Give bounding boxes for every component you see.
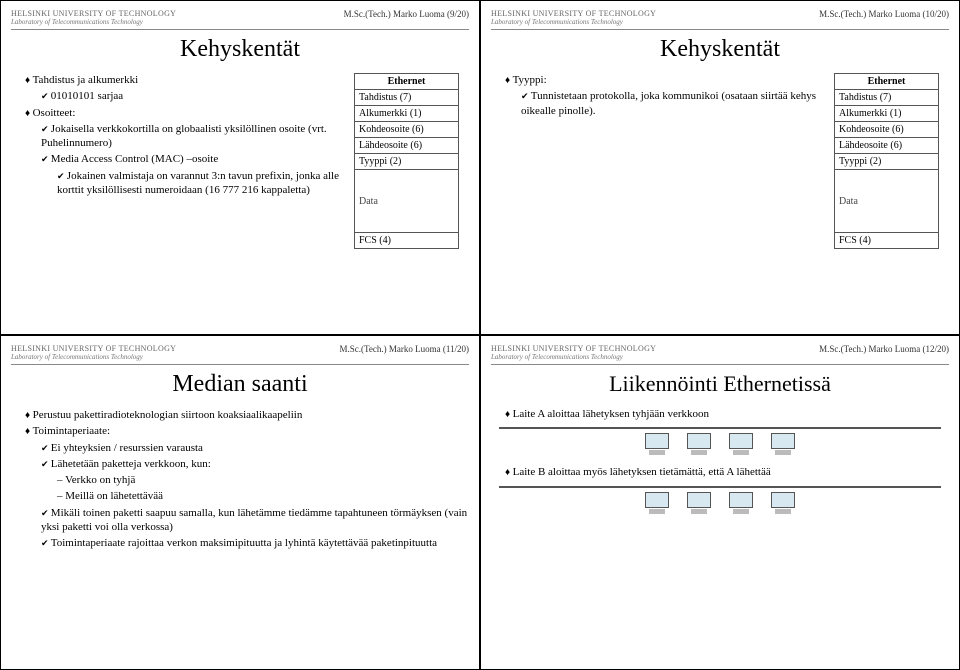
- slide-header: HELSINKI UNIVERSITY OF TECHNOLOGY Labora…: [491, 9, 949, 30]
- pc-icon: [645, 492, 669, 514]
- slide-11: HELSINKI UNIVERSITY OF TECHNOLOGY Labora…: [0, 335, 480, 670]
- bullet: Jokaisella verkkokortilla on globaalisti…: [25, 122, 346, 151]
- slide-title: Liikennöinti Ethernetissä: [491, 371, 949, 397]
- lab-name: Laboratory of Telecommunications Technol…: [491, 18, 656, 26]
- pc-icon: [729, 492, 753, 514]
- lab-name: Laboratory of Telecommunications Technol…: [11, 353, 176, 361]
- bullet: Laite B aloittaa myös lähetyksen tietämä…: [505, 465, 949, 479]
- slide-12: HELSINKI UNIVERSITY OF TECHNOLOGY Labora…: [480, 335, 960, 670]
- slide-10: HELSINKI UNIVERSITY OF TECHNOLOGY Labora…: [480, 0, 960, 335]
- bullet: Ei yhteyksien / resurssien varausta: [25, 441, 469, 455]
- university-name: HELSINKI UNIVERSITY OF TECHNOLOGY: [491, 344, 656, 353]
- pc-icon: [771, 433, 795, 455]
- network-diagram-a: [499, 427, 941, 455]
- pc-icon: [645, 433, 669, 455]
- bullet: Lähetetään paketteja verkkoon, kun:: [25, 457, 469, 471]
- tbl-footer: FCS (4): [355, 233, 459, 249]
- tbl-data: Data: [355, 170, 459, 233]
- tbl-row: Tahdistus (7): [355, 90, 459, 106]
- university-name: HELSINKI UNIVERSITY OF TECHNOLOGY: [11, 9, 176, 18]
- author: M.Sc.(Tech.) Marko Luoma: [819, 9, 920, 19]
- tbl-header: Ethernet: [835, 74, 939, 90]
- tbl-row: Tahdistus (7): [835, 90, 939, 106]
- slide-header: HELSINKI UNIVERSITY OF TECHNOLOGY Labora…: [11, 9, 469, 30]
- tbl-row: Kohdeosoite (6): [835, 122, 939, 138]
- author: M.Sc.(Tech.) Marko Luoma: [819, 344, 920, 354]
- slide-header: HELSINKI UNIVERSITY OF TECHNOLOGY Labora…: [11, 344, 469, 365]
- pc-icon: [687, 433, 711, 455]
- tbl-row: Lähdeosoite (6): [835, 138, 939, 154]
- bullet: Laite A aloittaa lähetyksen tyhjään verk…: [505, 407, 949, 421]
- slide-9: HELSINKI UNIVERSITY OF TECHNOLOGY Labora…: [0, 0, 480, 335]
- university-name: HELSINKI UNIVERSITY OF TECHNOLOGY: [491, 9, 656, 18]
- network-diagram-b: [499, 486, 941, 514]
- bullet: Osoitteet:: [25, 106, 346, 120]
- author: M.Sc.(Tech.) Marko Luoma: [344, 9, 445, 19]
- slide-header: HELSINKI UNIVERSITY OF TECHNOLOGY Labora…: [491, 344, 949, 365]
- pg: (12/20): [923, 344, 950, 354]
- bullet: Tahdistus ja alkumerkki: [25, 73, 346, 87]
- pg: (11/20): [443, 344, 469, 354]
- content: Perustuu pakettiradioteknologian siirtoo…: [11, 408, 469, 551]
- bullet: Tyyppi:: [505, 73, 826, 87]
- bullet: Perustuu pakettiradioteknologian siirtoo…: [25, 408, 469, 422]
- bullet: 01010101 sarjaa: [25, 89, 346, 103]
- pc-icon: [687, 492, 711, 514]
- bullet: Toimintaperiaate:: [25, 424, 469, 438]
- lab-name: Laboratory of Telecommunications Technol…: [491, 353, 656, 361]
- lab-name: Laboratory of Telecommunications Technol…: [11, 18, 176, 26]
- page-number: M.Sc.(Tech.) Marko Luoma (11/20): [339, 344, 469, 354]
- bullet: Verkko on tyhjä: [25, 473, 469, 487]
- pc-icon: [771, 492, 795, 514]
- page-number: M.Sc.(Tech.) Marko Luoma (9/20): [344, 9, 469, 19]
- frame-diagram: Ethernet Tahdistus (7) Alkumerkki (1) Ko…: [354, 73, 469, 249]
- pg: (9/20): [447, 9, 469, 19]
- slide-title: Kehyskentät: [491, 36, 949, 63]
- slide-grid: HELSINKI UNIVERSITY OF TECHNOLOGY Labora…: [0, 0, 960, 670]
- university-name: HELSINKI UNIVERSITY OF TECHNOLOGY: [11, 344, 176, 353]
- tbl-footer: FCS (4): [835, 233, 939, 249]
- bullet: Tunnistetaan protokolla, joka kommunikoi…: [505, 89, 826, 118]
- tbl-row: Tyyppi (2): [835, 154, 939, 170]
- pg: (10/20): [923, 9, 950, 19]
- tbl-row: Tyyppi (2): [355, 154, 459, 170]
- bullet: Jokainen valmistaja on varannut 3:n tavu…: [25, 169, 346, 198]
- tbl-header: Ethernet: [355, 74, 459, 90]
- tbl-row: Alkumerkki (1): [355, 106, 459, 122]
- tbl-row: Lähdeosoite (6): [355, 138, 459, 154]
- tbl-data: Data: [835, 170, 939, 233]
- content: Tyyppi: Tunnistetaan protokolla, joka ko…: [491, 73, 826, 249]
- bullet: Toimintaperiaate rajoittaa verkon maksim…: [25, 536, 469, 550]
- bullet: Mikäli toinen paketti saapuu samalla, ku…: [25, 506, 469, 535]
- content: Laite A aloittaa lähetyksen tyhjään verk…: [491, 407, 949, 514]
- page-number: M.Sc.(Tech.) Marko Luoma (10/20): [819, 9, 949, 19]
- slide-title: Kehyskentät: [11, 36, 469, 63]
- page-number: M.Sc.(Tech.) Marko Luoma (12/20): [819, 344, 949, 354]
- author: M.Sc.(Tech.) Marko Luoma: [339, 344, 440, 354]
- tbl-row: Alkumerkki (1): [835, 106, 939, 122]
- slide-title: Median saanti: [11, 371, 469, 398]
- pc-icon: [729, 433, 753, 455]
- content: Tahdistus ja alkumerkki 01010101 sarjaa …: [11, 73, 346, 249]
- frame-diagram: Ethernet Tahdistus (7) Alkumerkki (1) Ko…: [834, 73, 949, 249]
- bullet: Media Access Control (MAC) –osoite: [25, 152, 346, 166]
- bullet: Meillä on lähetettävää: [25, 489, 469, 503]
- tbl-row: Kohdeosoite (6): [355, 122, 459, 138]
